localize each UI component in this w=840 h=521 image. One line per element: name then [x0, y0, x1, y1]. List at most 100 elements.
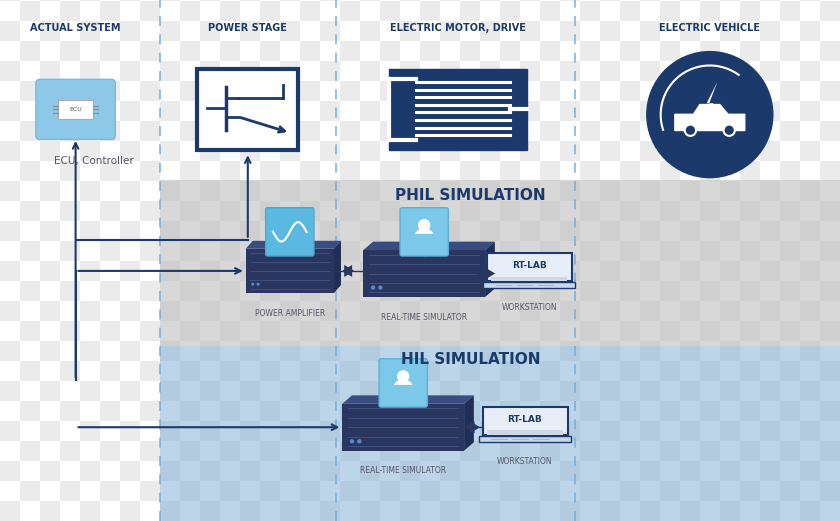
Bar [320, 21, 340, 41]
Bar [280, 301, 300, 321]
Bar [280, 181, 300, 201]
Bar [620, 241, 640, 261]
FancyBboxPatch shape [482, 407, 568, 435]
Bar [20, 121, 40, 141]
Bar [480, 421, 500, 441]
Bar [160, 221, 180, 241]
Bar [140, 481, 160, 501]
Bar [280, 141, 300, 161]
Bar [200, 381, 220, 401]
Text: RT-LAB: RT-LAB [512, 261, 547, 270]
Bar [620, 281, 640, 301]
Bar [500, 121, 520, 141]
Bar [140, 161, 160, 181]
Bar [440, 21, 460, 41]
Bar [120, 0, 140, 1]
Bar [240, 181, 260, 201]
Bar [380, 281, 400, 301]
Bar [740, 41, 760, 61]
Bar [140, 441, 160, 461]
Bar [220, 41, 240, 61]
Bar [300, 361, 320, 381]
Bar [280, 0, 300, 1]
Bar [800, 261, 820, 281]
Bar [260, 481, 280, 501]
Bar [600, 221, 620, 241]
Bar [520, 381, 540, 401]
Polygon shape [692, 104, 729, 115]
Bar [420, 361, 440, 381]
Bar [120, 261, 140, 281]
Bar [400, 101, 420, 121]
Bar [20, 361, 40, 381]
Bar [380, 121, 400, 141]
Bar [460, 121, 480, 141]
Bar [420, 281, 440, 301]
Bar [740, 201, 760, 221]
Bar [120, 101, 140, 121]
Bar [700, 201, 720, 221]
Bar [100, 41, 120, 61]
Bar [491, 277, 567, 281]
Bar [20, 281, 40, 301]
Bar [680, 181, 700, 201]
Bar [620, 41, 640, 61]
Bar [280, 101, 300, 121]
Bar [660, 361, 680, 381]
Bar [520, 21, 540, 41]
Bar [280, 261, 300, 281]
Bar [340, 361, 360, 381]
Bar [660, 321, 680, 341]
Bar [280, 381, 300, 401]
Bar [380, 201, 400, 221]
Bar [200, 141, 220, 161]
Bar [360, 501, 380, 521]
Bar [620, 441, 640, 461]
Bar [100, 241, 120, 261]
Bar [460, 41, 480, 61]
Bar [660, 1, 680, 21]
Bar [760, 501, 780, 521]
Bar [640, 181, 660, 201]
Bar [640, 0, 660, 1]
Bar [388, 69, 528, 150]
Bar [420, 161, 440, 181]
Bar [760, 301, 780, 321]
Bar [0, 61, 20, 81]
Bar [400, 341, 420, 361]
Bar [100, 401, 120, 421]
Bar [220, 201, 240, 221]
Bar [200, 0, 220, 1]
Bar [40, 381, 60, 401]
Bar [360, 421, 380, 441]
Bar [320, 141, 340, 161]
Bar [400, 141, 420, 161]
Bar [240, 221, 260, 241]
Bar [580, 241, 600, 261]
Bar [400, 381, 420, 401]
Bar [160, 141, 180, 161]
Bar [360, 61, 380, 81]
Bar [420, 1, 440, 21]
Bar [520, 301, 540, 321]
Bar [500, 321, 520, 341]
Bar [660, 281, 680, 301]
Bar [560, 181, 580, 201]
Bar [640, 421, 660, 441]
Bar [197, 69, 298, 150]
Bar [0, 181, 20, 201]
Bar [220, 1, 240, 21]
Bar [780, 201, 800, 221]
Bar [120, 461, 140, 481]
Bar [540, 41, 560, 61]
Bar [600, 501, 620, 521]
Bar [420, 481, 440, 501]
Bar [300, 321, 320, 341]
Bar [240, 501, 260, 521]
Bar [240, 141, 260, 161]
Bar [640, 101, 660, 121]
Polygon shape [334, 241, 341, 293]
Bar [120, 21, 140, 41]
Bar [800, 381, 820, 401]
Bar [140, 361, 160, 381]
